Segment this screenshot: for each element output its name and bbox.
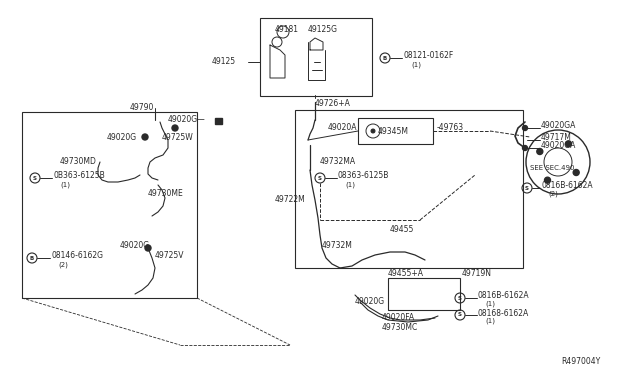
Text: -49763: -49763 (437, 124, 464, 132)
Text: R497004Y: R497004Y (561, 357, 600, 366)
Text: 49730ME: 49730ME (148, 189, 184, 198)
Circle shape (142, 134, 148, 140)
Text: 0B363-6125B: 0B363-6125B (53, 171, 105, 180)
Text: 49020GA: 49020GA (541, 141, 577, 151)
Text: (1): (1) (345, 182, 355, 188)
Bar (215, 118, 222, 124)
Bar (358, 118, 433, 144)
Text: 49181: 49181 (275, 26, 299, 35)
Text: 49020G: 49020G (355, 298, 385, 307)
Circle shape (522, 145, 527, 151)
Text: 49732M: 49732M (322, 241, 353, 250)
Text: 49455: 49455 (390, 225, 414, 234)
Text: 49020FA: 49020FA (382, 314, 415, 323)
Text: (1): (1) (485, 318, 495, 324)
Text: 49732MA: 49732MA (320, 157, 356, 167)
Circle shape (566, 141, 572, 147)
Bar (388, 278, 460, 310)
Text: S: S (33, 176, 37, 180)
Text: S: S (525, 186, 529, 190)
Text: 49020G—: 49020G— (168, 115, 205, 124)
Text: 49725W: 49725W (162, 132, 194, 141)
Text: B: B (30, 256, 34, 260)
Text: 0816B-6162A: 0816B-6162A (541, 182, 593, 190)
Text: SEE SEC.490: SEE SEC.490 (530, 165, 575, 171)
Text: (1): (1) (485, 301, 495, 307)
Text: (2): (2) (58, 262, 68, 268)
Text: 49730MC: 49730MC (382, 324, 419, 333)
Text: S: S (318, 176, 322, 180)
Text: 49020GA: 49020GA (541, 122, 577, 131)
Text: 08363-6125B: 08363-6125B (338, 171, 389, 180)
Text: 49722M: 49722M (275, 196, 306, 205)
Text: 49730MD: 49730MD (60, 157, 97, 167)
Text: 49790: 49790 (130, 103, 154, 112)
Text: S: S (458, 312, 462, 317)
Bar (22, 112, 197, 298)
Text: 49020G: 49020G (120, 241, 150, 250)
Text: (1): (1) (411, 62, 421, 68)
Text: 08168-6162A: 08168-6162A (478, 308, 529, 317)
Text: 49719N: 49719N (462, 269, 492, 279)
Text: 49455+A: 49455+A (388, 269, 424, 279)
Text: 08121-0162F: 08121-0162F (403, 51, 453, 61)
Text: 49725V: 49725V (155, 250, 184, 260)
Text: (2): (2) (548, 191, 558, 197)
Circle shape (537, 148, 543, 154)
Circle shape (145, 245, 151, 251)
Circle shape (522, 125, 527, 131)
Text: S: S (458, 295, 462, 301)
Text: B: B (383, 55, 387, 61)
Text: 49020A: 49020A (328, 124, 358, 132)
Text: 49726+A: 49726+A (315, 99, 351, 108)
Text: 49125: 49125 (212, 58, 236, 67)
Text: 49125G: 49125G (308, 26, 338, 35)
Circle shape (172, 125, 178, 131)
Text: 49345M: 49345M (378, 126, 409, 135)
Text: (1): (1) (60, 182, 70, 188)
Circle shape (545, 177, 550, 183)
Bar (295, 110, 523, 268)
Bar (260, 18, 372, 96)
Text: 49020G: 49020G (107, 132, 137, 141)
Text: 0816B-6162A: 0816B-6162A (478, 292, 530, 301)
Circle shape (371, 129, 375, 133)
Text: 49717M: 49717M (541, 134, 572, 142)
Text: 08146-6162G: 08146-6162G (51, 251, 103, 260)
Circle shape (573, 170, 579, 176)
